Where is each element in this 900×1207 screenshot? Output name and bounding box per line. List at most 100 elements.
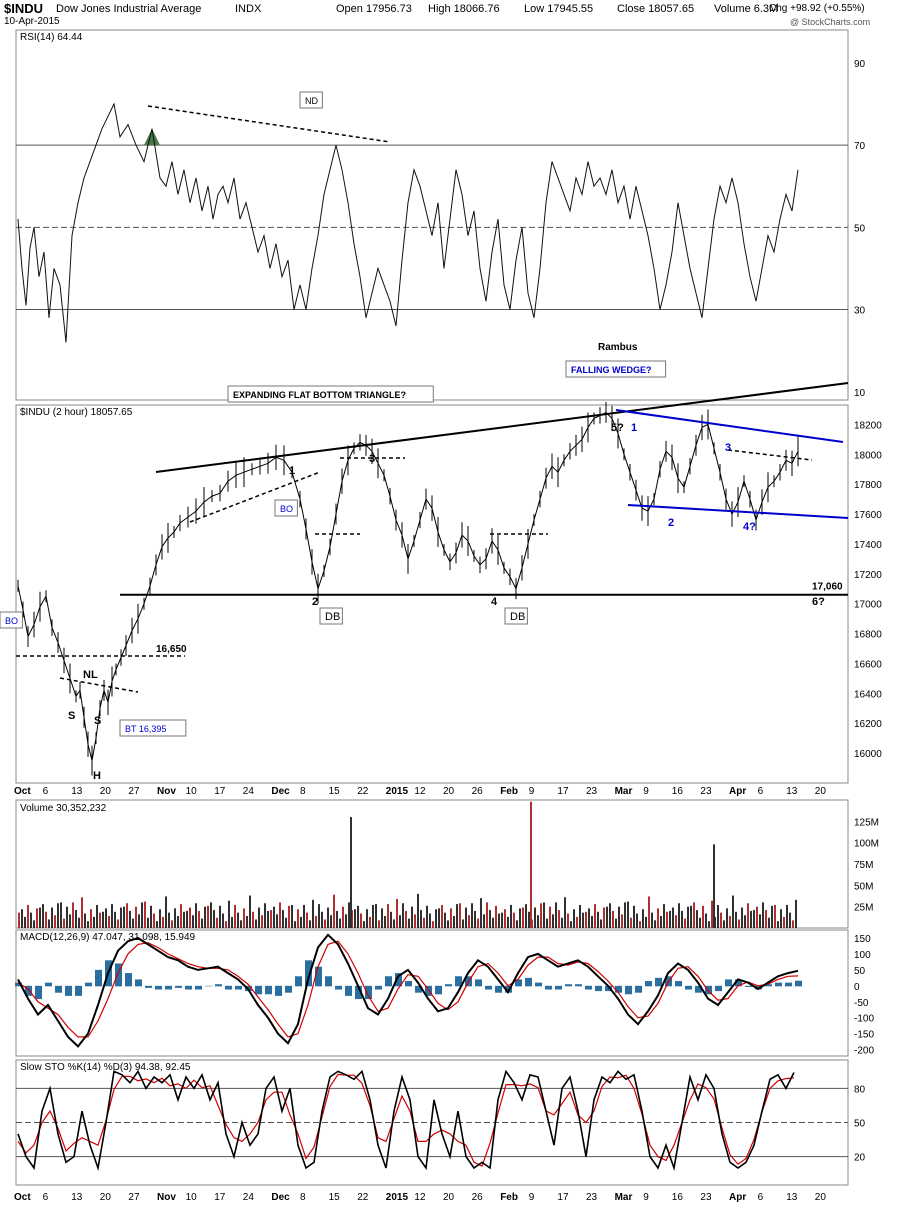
wave-4-label: 4 xyxy=(491,596,498,608)
volume-bar xyxy=(348,902,350,928)
volume-bar xyxy=(321,911,323,928)
volume-bar xyxy=(663,904,665,928)
macd-histogram-bar xyxy=(485,985,492,990)
sto-x-label: 20 xyxy=(443,1192,455,1203)
volume-bar xyxy=(552,914,554,928)
volume-bar xyxy=(42,904,44,928)
macd-histogram-bar xyxy=(75,985,82,996)
volume-bar xyxy=(453,916,455,928)
volume-bar xyxy=(738,919,740,928)
rsi-tick-label: 10 xyxy=(854,388,866,399)
macd-histogram-bar xyxy=(315,966,322,987)
volume-bar xyxy=(717,904,719,928)
volume-bar xyxy=(501,912,503,928)
macd-line xyxy=(17,933,799,1048)
price-tick-label: 16800 xyxy=(854,630,882,641)
price-tick-label: 16400 xyxy=(854,689,882,700)
volume-bar xyxy=(270,910,272,928)
volume-bar xyxy=(282,910,284,928)
price-x-label: 23 xyxy=(700,786,712,797)
volume-bar xyxy=(105,908,107,928)
macd-legend: MACD(12,26,9) 47.047, 31.098, 15.949 xyxy=(20,932,196,943)
price-tick-label: 17600 xyxy=(854,510,882,521)
h-label: H xyxy=(93,770,101,782)
ohlc-change: Chg +98.92 (+0.55%) xyxy=(769,3,865,14)
volume-bar xyxy=(513,912,515,928)
price-tick-label: 16600 xyxy=(854,659,882,670)
volume-bar xyxy=(213,910,215,928)
macd-tick-label: -100 xyxy=(854,1014,874,1025)
price-x-label: Dec xyxy=(271,786,290,797)
price-x-label: Oct xyxy=(14,786,31,797)
ohlc-low: Low 17945.55 xyxy=(524,3,594,15)
chart-exchange: INDX xyxy=(235,3,262,15)
volume-bar xyxy=(303,904,305,928)
volume-bar xyxy=(54,915,56,928)
volume-bar xyxy=(183,911,185,928)
wave-3-label: 3 xyxy=(369,453,375,465)
sto-x-label: Mar xyxy=(615,1192,633,1203)
price-tick-label: 17400 xyxy=(854,540,882,551)
price-x-label: 27 xyxy=(128,786,140,797)
sto-x-label: 2015 xyxy=(386,1192,409,1203)
price-x-label: 26 xyxy=(472,786,484,797)
volume-bar xyxy=(393,919,395,928)
macd-histogram-bar xyxy=(435,985,442,995)
volume-bar xyxy=(603,907,605,928)
volume-bar xyxy=(57,903,59,928)
chart-name: Dow Jones Industrial Average xyxy=(56,3,202,15)
volume-bar xyxy=(645,916,647,928)
volume-bar xyxy=(408,918,410,928)
macd-histogram-bar xyxy=(715,985,722,992)
macd-histogram-bar xyxy=(115,963,122,987)
price-x-label: 12 xyxy=(414,786,426,797)
rsi-panel xyxy=(15,29,849,401)
price-x-label: 20 xyxy=(815,786,827,797)
volume-bar xyxy=(399,915,401,928)
macd-histogram-bar xyxy=(205,985,212,987)
price-x-label: 8 xyxy=(300,786,306,797)
macd-histogram-bar xyxy=(135,979,142,987)
volume-bar xyxy=(537,915,539,928)
volume-bar xyxy=(471,903,473,928)
volume-bar xyxy=(519,908,521,928)
volume-bar xyxy=(429,913,431,928)
macd-histogram-bar xyxy=(685,985,692,990)
volume-bar xyxy=(327,907,329,928)
volume-bar xyxy=(75,910,77,928)
volume-bar xyxy=(216,917,218,928)
volume-bar xyxy=(144,901,146,928)
volume-bar xyxy=(315,916,317,928)
sto-x-label: 9 xyxy=(529,1192,535,1203)
volume-bar xyxy=(534,907,536,928)
volume-bar xyxy=(171,920,173,928)
volume-bar xyxy=(462,919,464,928)
macd-histogram-bar xyxy=(125,973,132,987)
volume-bar xyxy=(24,916,26,928)
volume-bar xyxy=(477,918,479,928)
volume-bar xyxy=(606,906,608,928)
volume-bar xyxy=(504,909,506,928)
macd-histogram-bar xyxy=(355,985,362,1000)
rsi-line xyxy=(17,102,799,343)
triangle-label: EXPANDING FLAT BOTTOM TRIANGLE? xyxy=(233,390,406,400)
volume-bar xyxy=(297,909,299,928)
volume-bar xyxy=(435,909,437,928)
volume-bar xyxy=(381,908,383,928)
volume-bar xyxy=(165,896,167,928)
volume-bar xyxy=(507,916,509,928)
macd-histogram-bar xyxy=(175,985,182,988)
macd-histogram-bar xyxy=(775,982,782,987)
bo-label-1: BO xyxy=(280,504,293,514)
macd-histogram-bar xyxy=(165,985,172,990)
macd-histogram-bar xyxy=(195,985,202,990)
price-x-label: 24 xyxy=(243,786,255,797)
volume-bar xyxy=(81,897,83,928)
nd-label-box xyxy=(299,91,323,109)
sto-tick-label: 50 xyxy=(854,1119,866,1130)
macd-tick-label: -150 xyxy=(854,1030,874,1041)
ohlc-open: Open 17956.73 xyxy=(336,3,412,15)
macd-histogram-bar xyxy=(675,981,682,987)
volume-bar xyxy=(648,896,650,928)
